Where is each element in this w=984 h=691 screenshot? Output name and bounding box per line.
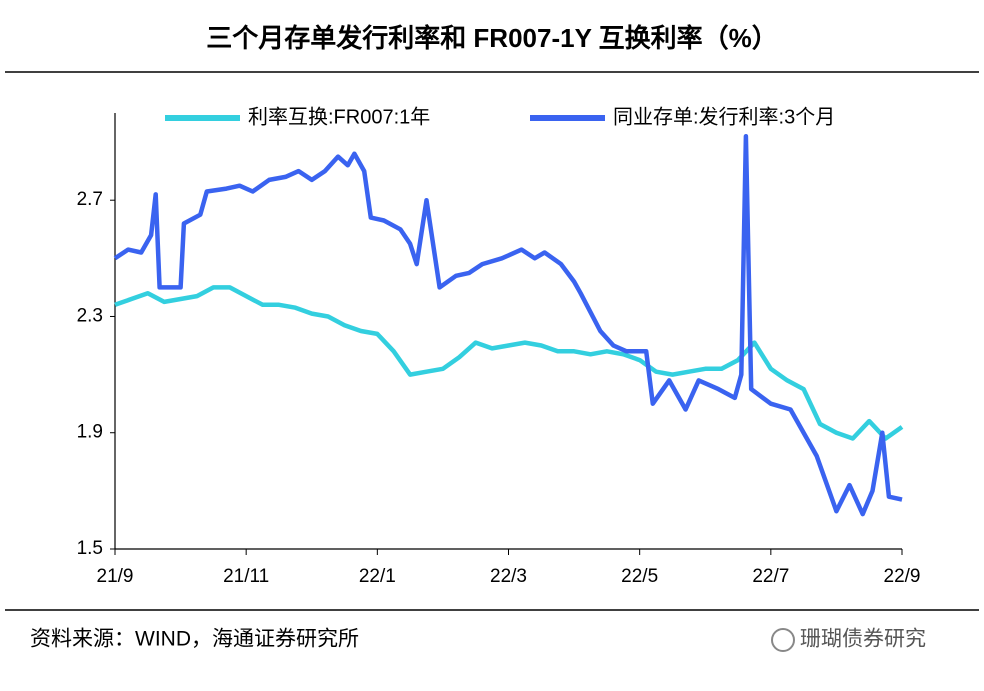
legend-label: 利率互换:FR007:1年 <box>248 105 430 128</box>
source-note: 资料来源：WIND，海通证券研究所 <box>30 628 359 651</box>
watermark: 珊瑚债券研究 <box>800 628 926 651</box>
x-tick-label: 22/3 <box>490 566 527 587</box>
x-tick-label: 22/1 <box>359 566 396 587</box>
x-tick-label: 21/9 <box>97 566 134 587</box>
y-tick-label: 1.9 <box>77 422 103 443</box>
x-tick-label: 22/7 <box>752 566 789 587</box>
y-tick-label: 2.3 <box>77 305 103 326</box>
y-tick-label: 1.5 <box>77 538 103 559</box>
x-tick-label: 22/9 <box>884 566 921 587</box>
legend-label: 同业存单:发行利率:3个月 <box>613 105 835 128</box>
y-tick-label: 2.7 <box>77 189 103 210</box>
watermark-icon <box>771 628 795 652</box>
chart-title: 三个月存单发行利率和 FR007-1Y 互换利率（%） <box>206 23 778 53</box>
series-line <box>114 285 904 441</box>
x-tick-label: 22/5 <box>621 566 658 587</box>
series-line <box>113 134 903 517</box>
x-tick-label: 21/11 <box>223 566 269 587</box>
